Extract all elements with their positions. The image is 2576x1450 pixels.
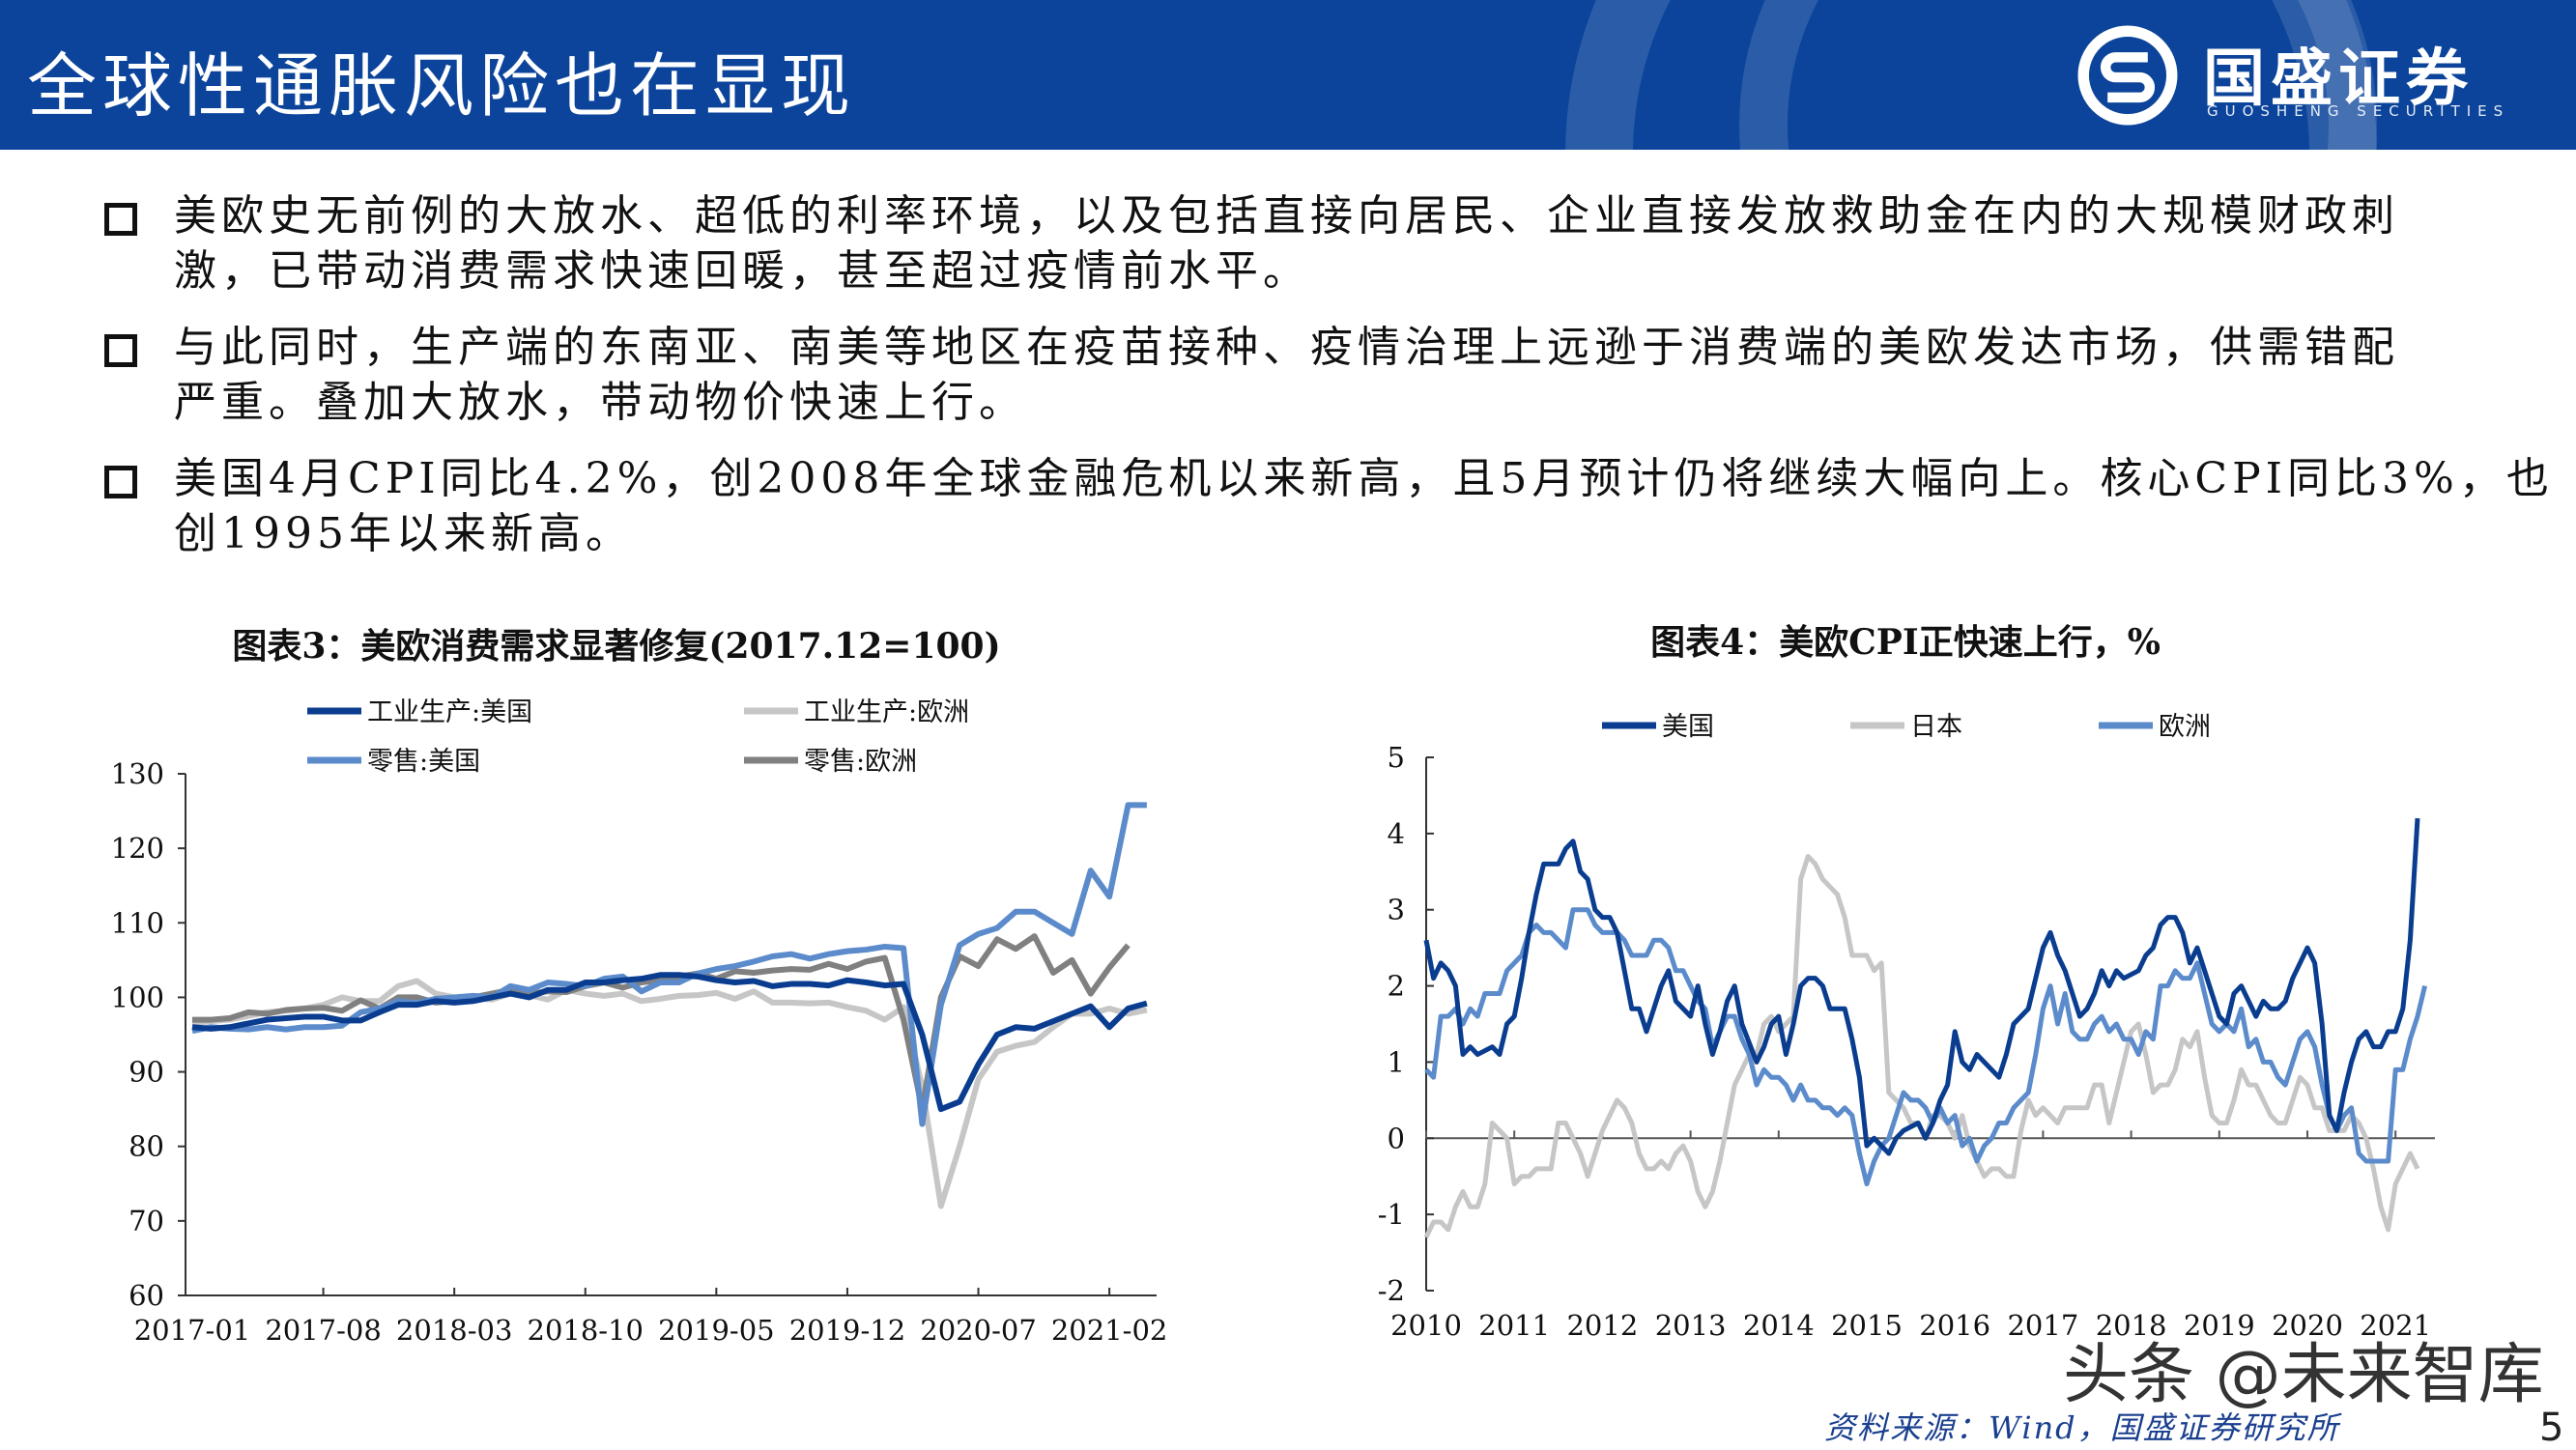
slide-header: 全球性通胀风险也在显现 国盛证券 GUOSHENG SECURITIES <box>0 0 2576 150</box>
square-bullet-icon <box>104 466 137 498</box>
chart4-legend-label: 美国 <box>1662 712 1714 742</box>
chart3-x-tick-label: 2017-01 <box>134 1314 251 1347</box>
chart4-y-tick-label: 3 <box>1388 894 1405 926</box>
source-note: 资料来源：Wind，国盛证券研究所 <box>1824 1409 2340 1446</box>
chart4-x-tick-label: 2021 <box>2360 1309 2431 1342</box>
chart3-series-line <box>191 978 1148 1209</box>
bullet-text-line: 严重。叠加大放水，带动物价快速上行。 <box>174 378 1026 427</box>
chart3-series-line <box>191 802 1147 1127</box>
chart3-legend-label: 工业生产:美国 <box>367 697 532 727</box>
chart3-y-tick-label: 90 <box>129 1056 164 1089</box>
chart3-x-tick-label: 2019-05 <box>658 1314 775 1347</box>
chart3-y-tick-label: 70 <box>129 1205 164 1237</box>
chart4-y-tick-label: 0 <box>1388 1122 1405 1154</box>
chart4-x-tick-label: 2017 <box>2007 1309 2078 1342</box>
company-logo: 国盛证券 GUOSHENG SECURITIES <box>2077 19 2561 135</box>
logo-subtitle: GUOSHENG SECURITIES <box>2207 102 2510 120</box>
chart4-y-tick-label: -1 <box>1378 1198 1405 1231</box>
chart3-legend-label: 零售:美国 <box>367 747 480 777</box>
chart4-y-tick-label: 5 <box>1388 741 1405 774</box>
chart3-legend-label: 零售:欧洲 <box>804 747 917 777</box>
square-bullet-icon <box>104 334 137 367</box>
chart4-y-tick-label: 1 <box>1388 1045 1405 1078</box>
slide-title: 全球性通胀风险也在显现 <box>27 45 857 127</box>
chart3-series-line <box>192 933 1131 1113</box>
chart4-x-tick-label: 2018 <box>2096 1309 2167 1342</box>
chart3-y-tick-label: 130 <box>111 757 164 790</box>
chart3-x-tick-label: 2018-10 <box>528 1314 644 1347</box>
chart4-title: 图表4：美欧CPI正快速上行，% <box>1650 622 2161 663</box>
logo-mark-icon <box>2077 25 2178 126</box>
chart3-x-tick-label: 2019-12 <box>789 1314 906 1347</box>
chart4-series-line <box>1423 854 2420 1238</box>
chart4-y-tick-label: 4 <box>1388 817 1405 850</box>
chart3-x-tick-label: 2021-02 <box>1051 1314 1168 1347</box>
chart3-y-tick-label: 110 <box>111 906 164 939</box>
chart3-y-tick-label: 60 <box>129 1279 164 1312</box>
chart3-y-tick-label: 80 <box>129 1130 164 1163</box>
chart4-y-tick-label: 2 <box>1388 970 1405 1003</box>
bullet-text-line: 美欧史无前例的大放水、超低的利率环境，以及包括直接向居民、企业直接发放救助金在内… <box>174 191 2399 241</box>
chart4-x-tick-label: 2010 <box>1390 1309 1462 1342</box>
chart3-y-tick-label: 120 <box>111 832 164 865</box>
chart4-x-tick-label: 2011 <box>1478 1309 1550 1342</box>
bullet-text-line: 激，已带动消费需求快速回暖，甚至超过疫情前水平。 <box>174 246 1310 296</box>
chart3-title: 图表3：美欧消费需求显著修复(2017.12=100) <box>232 626 1001 667</box>
chart4-legend-label: 日本 <box>1910 712 1962 742</box>
chart3-series-line <box>191 972 1148 1113</box>
chart3-legend-label: 工业生产:欧洲 <box>804 697 969 727</box>
bullet-text-line: 美国4月CPI同比4.2%，创2008年全球金融危机以来新高，且5月预计仍将继续… <box>174 454 2554 503</box>
chart4-x-tick-label: 2015 <box>1831 1309 1903 1342</box>
watermark: 头条 @未来智库 <box>2063 1337 2544 1413</box>
logo-text: 国盛证券 <box>2203 43 2474 115</box>
chart4-x-tick-label: 2020 <box>2272 1309 2343 1342</box>
chart4-x-tick-label: 2013 <box>1655 1309 1727 1342</box>
chart3-y-tick-label: 100 <box>111 981 164 1013</box>
chart4-x-tick-label: 2016 <box>1919 1309 1990 1342</box>
chart4-series-line <box>1423 817 2420 1156</box>
square-bullet-icon <box>104 203 137 236</box>
bullet-text-line: 与此同时，生产端的东南亚、南美等地区在疫苗接种、疫情治理上远逊于消费端的美欧发达… <box>174 323 2399 372</box>
chart4-x-tick-label: 2012 <box>1566 1309 1638 1342</box>
chart4-legend-label: 欧洲 <box>2159 712 2211 742</box>
chart3-x-tick-label: 2020-07 <box>920 1314 1037 1347</box>
chart4-y-tick-label: -2 <box>1378 1274 1405 1307</box>
bullet-text-line: 创1995年以来新高。 <box>174 509 633 558</box>
chart3-x-tick-label: 2018-03 <box>396 1314 513 1347</box>
chart3-x-tick-label: 2017-08 <box>265 1314 382 1347</box>
chart4-series-line <box>1424 907 2428 1187</box>
chart4-x-tick-label: 2019 <box>2184 1309 2255 1342</box>
chart4-x-tick-label: 2014 <box>1743 1309 1815 1342</box>
page-number: 5 <box>2539 1406 2564 1450</box>
